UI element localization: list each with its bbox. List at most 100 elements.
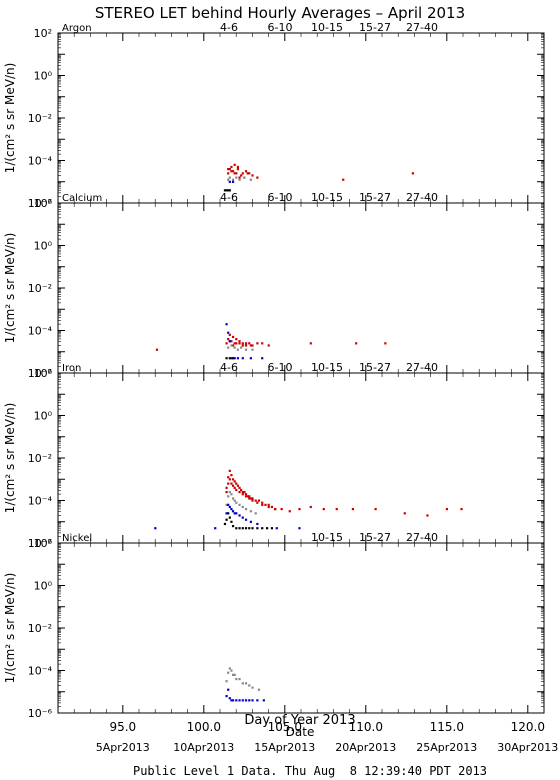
data-point-6-10 (235, 488, 238, 492)
footer-text: Public Level 1 Data. Thu Aug 8 12:39:40 … (133, 764, 487, 778)
data-point-10-15 (230, 669, 233, 672)
data-point-10-15 (244, 508, 248, 511)
y-tick-label: 10² (34, 197, 52, 210)
data-point-15-27 (230, 357, 233, 360)
legend-10-15: 10-15 (311, 191, 343, 204)
data-point-6-10 (244, 170, 248, 173)
data-point-4-6 (243, 491, 246, 494)
data-point-4-6 (227, 338, 230, 341)
panel-nickel: Nickel 10-15 15-27 27-4010⁻⁶10⁻⁴10⁻²10⁰10²1… (3, 531, 558, 754)
data-point-6-10 (309, 342, 312, 345)
data-point-4-6 (225, 486, 228, 489)
data-point-4-6 (228, 469, 231, 472)
data-point-6-10 (426, 514, 429, 517)
legend-4-6: 4-6 (220, 191, 238, 204)
data-point-4-6 (248, 495, 251, 498)
data-point-10-15 (225, 680, 228, 683)
data-point-10-15 (241, 505, 244, 509)
legend-6-10: 6-10 (268, 191, 293, 204)
data-point-15-27 (225, 512, 228, 515)
y-axis-label: 1/(cm² s sr MeV/n) (3, 233, 17, 344)
data-point-6-10 (233, 486, 236, 489)
data-point-6-10 (251, 344, 254, 347)
data-point-4-6 (230, 340, 233, 343)
y-tick-label: 10⁰ (34, 70, 53, 83)
data-point-15-27 (230, 699, 233, 702)
chart-title: STEREO LET behind Hourly Averages – Apri… (95, 4, 465, 22)
data-point-27-40 (238, 527, 241, 530)
data-point-6-10 (374, 508, 377, 511)
data-point-27-40 (261, 527, 264, 530)
data-point-10-15 (231, 497, 235, 500)
date-tick-label: 5Apr2013 (96, 741, 150, 754)
data-point-4-6 (241, 344, 244, 347)
data-point-4-6 (230, 165, 233, 169)
data-point-15-27 (248, 699, 251, 702)
data-point-4-6 (240, 488, 243, 492)
legend-15-27: 15-27 (359, 191, 391, 204)
data-point-15-27 (231, 180, 235, 183)
data-point-27-40 (265, 527, 269, 530)
data-point-6-10 (384, 342, 387, 345)
data-point-6-10 (235, 342, 238, 345)
data-point-6-10 (351, 508, 355, 511)
data-point-6-10 (241, 493, 244, 496)
data-point-4-6 (238, 486, 241, 489)
data-point-27-40 (227, 512, 230, 515)
data-point-10-15 (244, 682, 248, 685)
data-point-15-27 (275, 527, 278, 530)
data-point-15-27 (261, 357, 264, 360)
data-point-4-6 (270, 505, 274, 509)
data-point-27-40 (244, 527, 248, 530)
data-point-15-27 (228, 697, 231, 700)
data-point-15-27 (230, 508, 233, 511)
data-point-6-10 (256, 342, 259, 345)
data-point-15-27 (154, 527, 157, 530)
y-tick-label: 10⁰ (34, 580, 53, 593)
data-point-6-10 (335, 508, 338, 511)
data-point-10-15 (227, 671, 230, 674)
data-point-15-27 (235, 699, 238, 702)
y-tick-label: 10⁻⁶ (28, 367, 53, 380)
data-point-4-6 (244, 493, 248, 496)
date-tick-label: 15Apr2013 (254, 741, 315, 754)
data-point-6-10 (251, 499, 254, 502)
panel-argon: Argon 4-6 6-10 10-15 15-27 27-40 10⁻⁶ 10⁻⁴ 10⁻² 1… (3, 21, 545, 210)
legend-27-40: 27-40 (406, 531, 438, 544)
panel-calcium: Calcium 4-6 6-10 10-15 15-27 27-40 10⁻⁶ 10⁻⁴ 10⁻… (3, 191, 545, 380)
data-point-15-27 (238, 514, 241, 517)
x-tick-label: 115.0 (430, 720, 464, 734)
panel-label: Calcium (62, 193, 102, 204)
data-point-6-10 (261, 342, 264, 345)
data-point-15-27 (214, 527, 217, 530)
data-point-6-10 (445, 508, 448, 511)
data-point-10-15 (238, 178, 241, 181)
panels: Argon 4-6 6-10 10-15 15-27 27-40 10⁻⁶ 10⁻⁴ 10⁻² 1… (3, 21, 558, 754)
panel-label: Nickel (62, 533, 92, 544)
data-point-15-27 (235, 512, 238, 515)
data-point-6-10 (309, 505, 312, 509)
data-point-27-40 (230, 520, 233, 523)
x-tick-label: 100.0 (187, 720, 221, 734)
legend-15-27: 15-27 (359, 361, 391, 374)
data-point-15-27 (249, 520, 252, 523)
data-point-15-27 (228, 505, 231, 509)
legend-27-40: 27-40 (406, 191, 438, 204)
x-tick-label: 120.0 (511, 720, 545, 734)
data-point-15-27 (251, 699, 254, 702)
data-point-10-15 (249, 510, 252, 513)
data-point-15-27 (227, 688, 230, 691)
data-point-6-10 (228, 478, 231, 481)
data-point-15-27 (228, 340, 231, 343)
data-point-10-15 (235, 176, 238, 179)
data-point-27-40 (225, 518, 228, 521)
data-point-6-10 (238, 176, 241, 179)
data-point-15-27 (227, 503, 230, 506)
x-tick-label: 110.0 (349, 720, 383, 734)
data-point-4-6 (236, 484, 240, 487)
data-point-15-27 (256, 699, 259, 702)
y-tick-label: 10⁻⁶ (28, 197, 53, 210)
data-point-15-27 (241, 516, 244, 519)
date-tick-label: 25Apr2013 (416, 741, 477, 754)
legend-4-6: 4-6 (220, 21, 238, 34)
